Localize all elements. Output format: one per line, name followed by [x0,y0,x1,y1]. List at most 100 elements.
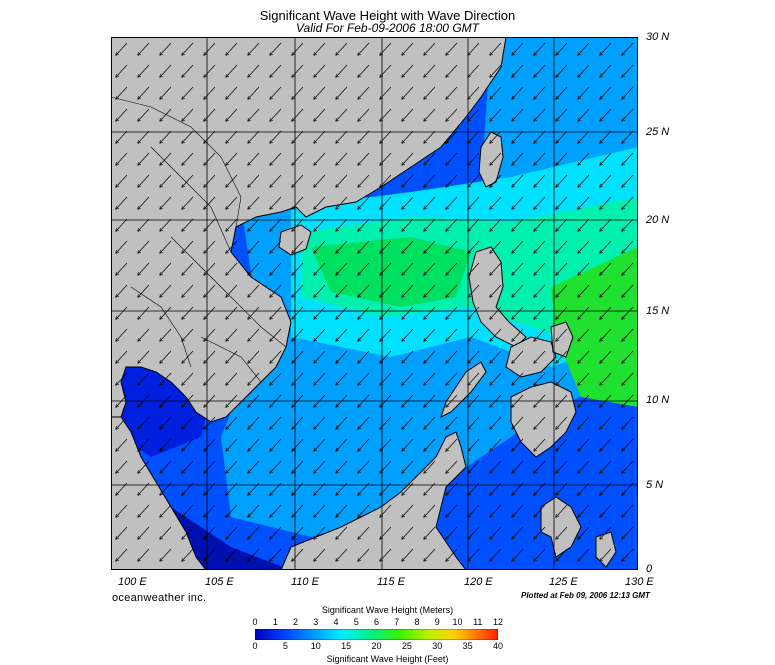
wave-direction-arrow [468,86,480,99]
wave-direction-arrow [446,504,458,517]
wave-direction-arrow [248,416,260,429]
wave-direction-arrow [270,196,282,209]
wave-direction-arrow [182,196,194,209]
wave-direction-arrow [226,240,238,253]
wave-direction-arrow [446,350,458,363]
wave-direction-arrow [138,108,150,121]
wave-direction-arrow [424,174,436,187]
wave-direction-arrow [226,64,238,77]
wave-direction-arrow [424,372,436,385]
wave-direction-arrow [248,130,260,143]
wave-direction-arrow [314,218,326,231]
wave-direction-arrow [534,108,546,121]
lat-label-20n: 20 N [646,214,670,226]
wave-direction-arrow [556,284,568,297]
wave-direction-arrow [160,196,172,209]
wave-direction-arrow [336,328,348,341]
wave-direction-arrow [512,460,524,473]
wave-direction-arrow [380,152,392,165]
wave-direction-arrow [270,482,282,495]
wave-direction-arrow [226,350,238,363]
wave-direction-arrow [270,306,282,319]
wave-direction-arrow [116,42,128,55]
wave-direction-arrow [116,108,128,121]
wave-direction-arrow [138,416,150,429]
wave-direction-arrow [556,152,568,165]
wave-direction-arrow [358,372,370,385]
wave-direction-arrow [534,42,546,55]
lon-label-120e: 120 E [464,576,493,588]
wave-direction-arrow [424,504,436,517]
wave-direction-arrow [138,218,150,231]
wave-direction-arrow [336,240,348,253]
wave-direction-arrow [204,152,216,165]
wave-direction-arrow [512,174,524,187]
wave-direction-arrow [116,174,128,187]
wave-direction-arrow [116,262,128,275]
wave-direction-arrow [292,306,304,319]
wave-direction-arrow [380,350,392,363]
wave-direction-arrow [512,42,524,55]
wave-direction-arrow [182,284,194,297]
wave-direction-arrow [600,284,612,297]
wave-direction-arrow [138,526,150,539]
wave-direction-arrow [402,86,414,99]
wave-direction-arrow [358,284,370,297]
wave-direction-arrow [204,460,216,473]
wave-direction-arrow [138,174,150,187]
wave-direction-arrow [424,108,436,121]
wave-direction-arrow [512,526,524,539]
wave-direction-arrow [446,108,458,121]
wave-direction-arrow [336,64,348,77]
wave-direction-arrow [534,350,546,363]
legend-meter-tick: 6 [373,617,379,627]
wave-direction-arrow [402,240,414,253]
wave-direction-arrow [292,86,304,99]
legend-meter-tick: 1 [272,617,278,627]
wave-direction-arrow [292,130,304,143]
wave-direction-arrow [380,218,392,231]
wave-direction-arrow [314,108,326,121]
wave-direction-arrow [314,196,326,209]
wave-direction-arrow [248,526,260,539]
wave-direction-arrow [336,174,348,187]
wave-direction-arrow [116,306,128,319]
wave-direction-arrow [468,108,480,121]
wave-direction-arrow [578,240,590,253]
wave-direction-arrow [446,526,458,539]
wave-direction-arrow [358,64,370,77]
wave-direction-arrow [358,262,370,275]
wave-direction-arrow [292,416,304,429]
wave-direction-arrow [314,394,326,407]
wave-direction-arrow [116,526,128,539]
wave-direction-arrow [600,108,612,121]
wave-direction-arrow [446,42,458,55]
wave-direction-arrow [182,152,194,165]
wave-direction-arrow [468,350,480,363]
wave-direction-arrow [314,548,326,561]
wave-direction-arrow [314,306,326,319]
wave-direction-arrow [424,262,436,275]
legend-title-feet: Significant Wave Height (Feet) [326,654,449,664]
wave-direction-arrow [446,328,458,341]
wave-direction-arrow [138,86,150,99]
land-malay-peninsula [111,416,207,570]
wave-direction-arrow [556,130,568,143]
wave-direction-arrow [336,350,348,363]
wave-direction-arrow [204,64,216,77]
wave-direction-arrow [446,218,458,231]
wave-direction-arrow [160,262,172,275]
wave-direction-arrow [292,328,304,341]
wave-direction-arrow [182,218,194,231]
wave-direction-arrow [622,284,634,297]
wave-direction-arrow [116,284,128,297]
wave-direction-arrow [270,372,282,385]
wave-direction-arrow [292,372,304,385]
wave-direction-arrow [292,152,304,165]
wave-direction-arrow [182,240,194,253]
wave-direction-arrow [270,284,282,297]
wave-direction-arrow [160,130,172,143]
wave-direction-arrow [534,174,546,187]
wave-direction-arrow [490,218,502,231]
wave-direction-arrow [424,482,436,495]
